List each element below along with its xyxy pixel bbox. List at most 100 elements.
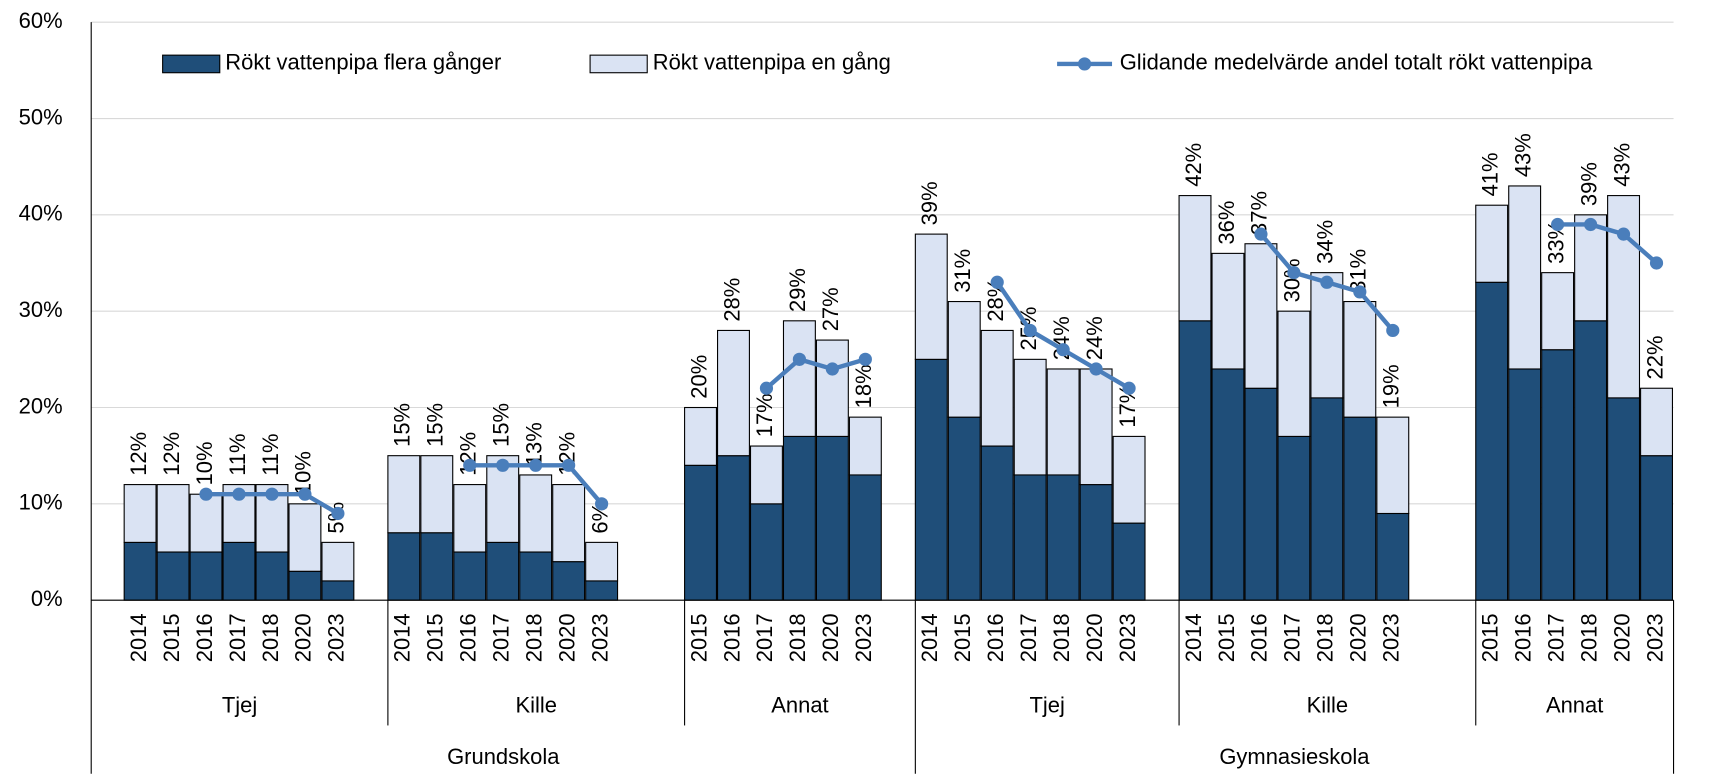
total-label: 42% xyxy=(1181,143,1206,187)
bar-segment xyxy=(156,484,190,553)
bar-segment xyxy=(1376,416,1410,515)
line-marker xyxy=(562,458,576,472)
x-tick-label: 2020 xyxy=(291,613,316,662)
bar-segment xyxy=(1046,474,1080,601)
line-marker xyxy=(199,487,213,501)
total-label: 31% xyxy=(950,249,975,293)
bar-segment xyxy=(321,541,355,582)
bar-segment xyxy=(947,416,981,601)
y-tick-label: 0% xyxy=(31,586,63,611)
x-tick-label: 2015 xyxy=(159,613,184,662)
legend-marker xyxy=(1077,57,1092,71)
line-marker xyxy=(1122,381,1136,395)
x-tick-label: 2014 xyxy=(917,613,942,662)
bar-segment xyxy=(1310,397,1344,601)
line-marker xyxy=(1056,343,1070,357)
bar-segment xyxy=(1574,320,1608,601)
y-tick-label: 60% xyxy=(19,8,63,33)
x-tick-label: 2016 xyxy=(1247,613,1272,662)
legend-label: Glidande medelvärde andel totalt rökt va… xyxy=(1120,50,1593,75)
total-label: 15% xyxy=(390,403,415,447)
bar-segment xyxy=(1178,195,1212,322)
total-label: 19% xyxy=(1379,364,1404,408)
bar-segment xyxy=(255,551,289,601)
bar-segment xyxy=(1475,281,1509,601)
x-tick-label: 2015 xyxy=(686,613,711,662)
bar-segment xyxy=(1244,243,1278,389)
line-marker xyxy=(1353,285,1367,299)
bar-segment xyxy=(1640,387,1674,457)
subgroup-label: Tjej xyxy=(1030,693,1065,718)
line-marker xyxy=(1649,256,1664,270)
line-marker xyxy=(858,352,872,366)
x-tick-label: 2016 xyxy=(1510,613,1535,662)
bar-segment xyxy=(980,445,1014,601)
bar-segment xyxy=(585,580,619,601)
bar-segment xyxy=(1541,272,1575,351)
bar-segment xyxy=(1343,300,1377,418)
bar-segment xyxy=(1310,272,1344,399)
bar-segment xyxy=(420,532,454,601)
x-tick-label: 2017 xyxy=(1016,613,1041,662)
total-label: 22% xyxy=(1642,335,1667,379)
line-marker xyxy=(298,487,312,501)
bar-segment xyxy=(189,551,223,601)
total-label: 27% xyxy=(818,287,843,331)
bar-segment xyxy=(486,541,520,601)
x-tick-label: 2017 xyxy=(1280,613,1305,662)
bar-segment xyxy=(848,416,882,476)
x-tick-label: 2023 xyxy=(324,613,349,662)
legend-label: Rökt vattenpipa en gång xyxy=(653,50,891,75)
line-marker xyxy=(1616,227,1631,241)
x-tick-label: 2018 xyxy=(521,613,546,662)
total-label: 11% xyxy=(258,433,283,475)
bar-segment xyxy=(156,551,190,601)
line-marker xyxy=(265,487,279,501)
bar-segment xyxy=(717,455,750,601)
bar-segment xyxy=(1079,368,1113,486)
total-label: 11% xyxy=(225,433,250,475)
x-tick-label: 2016 xyxy=(983,613,1008,662)
bar-segment xyxy=(453,551,487,601)
line-marker xyxy=(1551,217,1565,232)
total-label: 34% xyxy=(1313,220,1338,264)
bar-segment xyxy=(1376,512,1410,601)
bar-segment xyxy=(1343,416,1377,601)
bar-segment xyxy=(684,406,718,466)
line-marker xyxy=(463,458,477,472)
bar-segment xyxy=(453,484,487,553)
total-label: 31% xyxy=(1346,249,1371,293)
x-tick-label: 2018 xyxy=(1576,613,1601,662)
total-label: 28% xyxy=(719,278,744,322)
x-tick-label: 2015 xyxy=(1214,613,1239,662)
bar-segment xyxy=(1607,397,1641,601)
bar-segment xyxy=(684,464,718,601)
y-tick-label: 30% xyxy=(19,297,63,322)
total-label: 15% xyxy=(423,403,448,447)
bar-segment xyxy=(288,503,322,572)
x-tick-label: 2016 xyxy=(719,613,744,662)
bar-segment xyxy=(552,484,586,563)
subgroup-label: Kille xyxy=(1307,693,1349,718)
line-series xyxy=(765,356,866,390)
x-tick-label: 2020 xyxy=(1609,613,1634,662)
x-tick-label: 2023 xyxy=(1115,613,1140,662)
x-tick-label: 2023 xyxy=(1379,613,1404,662)
bar-segment xyxy=(1079,484,1113,601)
line-marker xyxy=(792,352,807,366)
line-marker xyxy=(232,487,246,501)
subgroup-label: Kille xyxy=(515,693,557,718)
total-label: 10% xyxy=(192,441,217,485)
line-marker xyxy=(1386,323,1400,338)
bar-segment xyxy=(782,320,816,437)
line-marker xyxy=(759,381,774,395)
x-tick-label: 2014 xyxy=(390,613,415,662)
x-tick-label: 2016 xyxy=(192,613,217,662)
bar-segment xyxy=(1475,204,1509,283)
bar-segment xyxy=(1112,522,1146,601)
total-label: 36% xyxy=(1214,201,1239,245)
line-marker xyxy=(595,497,609,511)
bar-segment xyxy=(947,300,981,418)
